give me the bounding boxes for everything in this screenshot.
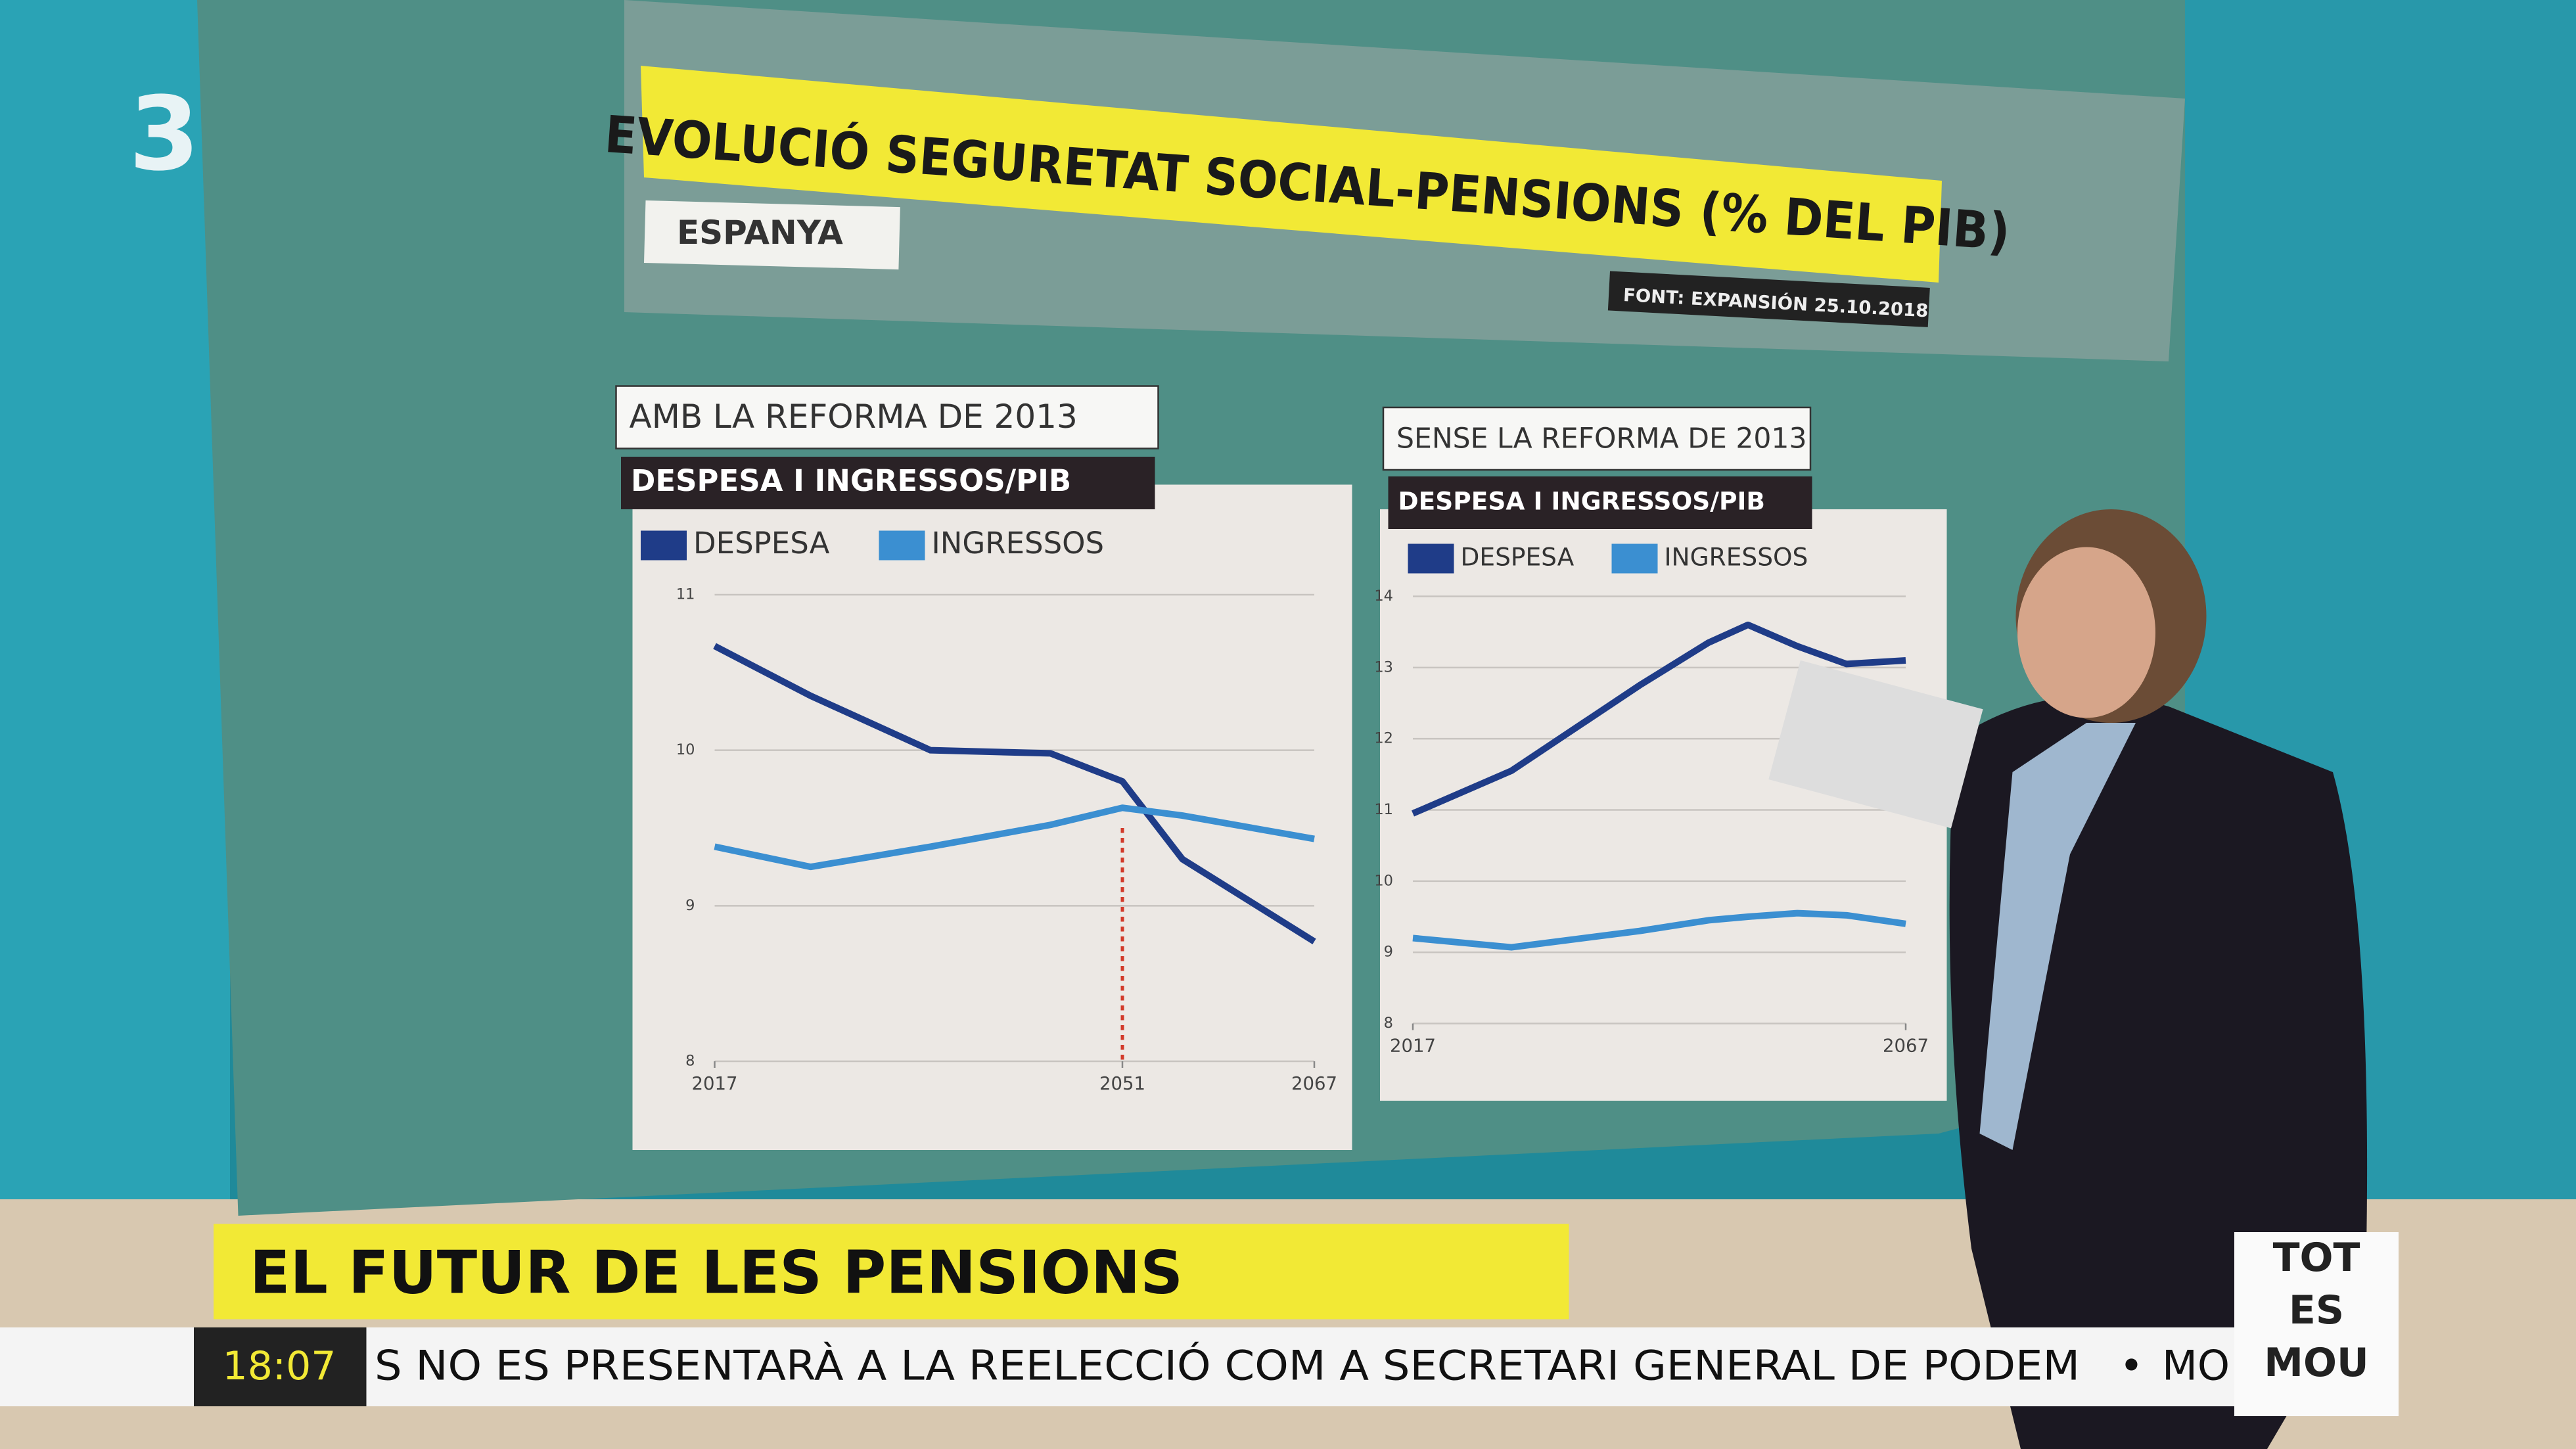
show-logo-box: [2234, 1232, 2399, 1416]
series-line: [1412, 909, 1906, 951]
source-box: [1607, 271, 1930, 327]
legend-swatch: [879, 530, 925, 561]
chart-title-box: [1382, 406, 1812, 471]
y-tick-label: 9: [1384, 944, 1393, 961]
ticker-text: S NO ES PRESENTARÀ A LA REELECCIÓ COM A …: [375, 1341, 2080, 1390]
chart-title: SENSE LA REFORMA DE 2013: [1396, 423, 1807, 455]
x-tick-label: 2067: [1291, 1073, 1337, 1094]
legend-label: DESPESA: [1461, 543, 1575, 572]
charts: AMB LA REFORMA DE 2013 DESPESA I INGRESSO…: [615, 385, 1929, 1094]
chart-panel: [1380, 509, 1947, 1101]
legend-label: INGRESSOS: [932, 526, 1105, 561]
legend-swatch: [1611, 543, 1658, 574]
show-logo: MOU: [2264, 1340, 2368, 1386]
ticker-next: MO: [2162, 1342, 2230, 1390]
legend-swatch: [1408, 543, 1454, 574]
clock-box: [194, 1327, 367, 1406]
legend-label: INGRESSOS: [1665, 543, 1808, 572]
ticker-separator: •: [2119, 1342, 2144, 1390]
legend-label: DESPESA: [693, 526, 830, 561]
chart-subtitle: DESPESA I INGRESSOS/PIB: [631, 463, 1071, 498]
chart-title: AMB LA REFORMA DE 2013: [630, 398, 1078, 436]
y-tick-label: 13: [1374, 658, 1393, 676]
x-tick-label: 2017: [1390, 1036, 1436, 1057]
chart-panel: [632, 484, 1352, 1150]
clock: 18:07: [223, 1343, 336, 1389]
y-tick-label: 9: [685, 897, 695, 914]
chart-title-box: [615, 385, 1159, 449]
show-logo: ES: [2289, 1287, 2344, 1333]
y-tick-label: 14: [1374, 587, 1393, 605]
y-tick-label: 10: [1374, 872, 1393, 889]
region-box: [644, 200, 900, 270]
x-tick-label: 2051: [1099, 1073, 1145, 1094]
title-banner: [641, 66, 1942, 283]
y-tick-label: 8: [1384, 1015, 1393, 1032]
chart-subtitle: DESPESA I INGRESSOS/PIB: [1398, 487, 1766, 516]
y-tick-label: 8: [685, 1053, 695, 1070]
y-tick-label: 10: [676, 741, 695, 758]
y-tick-label: 12: [1374, 730, 1393, 747]
series-line: [713, 643, 1316, 945]
series-line: [714, 804, 1315, 871]
x-tick-label: 2017: [692, 1073, 738, 1094]
chart-subtitle-box: [621, 457, 1155, 509]
ticker-bar: [0, 1327, 2267, 1406]
headline-bar: [214, 1224, 1569, 1320]
headline: EL FUTUR DE LES PENSIONS: [250, 1238, 1183, 1307]
x-tick-label: 2067: [1883, 1036, 1929, 1057]
chart-subtitle-box: [1388, 476, 1812, 529]
legend-swatch: [641, 530, 687, 561]
y-tick-label: 11: [676, 586, 695, 603]
show-logo: TOT: [2273, 1235, 2360, 1281]
channel-logo: 3: [129, 74, 200, 193]
region: ESPANYA: [677, 214, 843, 252]
series-line: [1412, 621, 1906, 817]
y-tick-label: 11: [1374, 801, 1393, 818]
